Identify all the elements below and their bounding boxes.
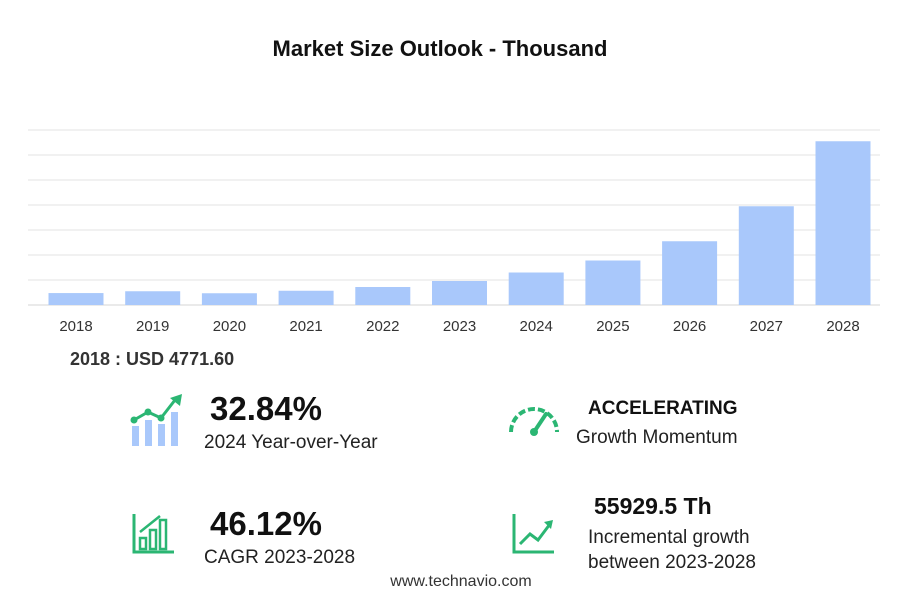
bar-2024	[508, 272, 564, 305]
momentum-caption: Growth Momentum	[576, 427, 738, 448]
cagr-value: 46.12%	[210, 505, 322, 542]
bar-2019	[125, 291, 181, 305]
x-tick-label-2018: 2018	[59, 318, 92, 335]
yoy-value: 32.84%	[210, 390, 322, 427]
incremental-value: 55929.5 Th	[594, 493, 712, 519]
x-tick-labels: 2018 2019 2020 2021 2022 2023 2024 2025 2026 2027…	[59, 318, 859, 335]
incremental-caption-line2: between 2023-2028	[588, 552, 756, 573]
yoy-caption: 2024 Year-over-Year	[204, 432, 378, 453]
bar-2025	[585, 260, 641, 305]
base-year-value: 2018 : USD 4771.60	[70, 349, 235, 369]
bar-2023	[432, 281, 487, 305]
momentum-value: ACCELERATING	[588, 398, 738, 419]
x-tick-label-2019: 2019	[136, 318, 169, 335]
bar-2027	[738, 206, 794, 305]
x-tick-label-2027: 2027	[750, 318, 783, 335]
x-tick-label-2026: 2026	[673, 318, 706, 335]
x-tick-label-2025: 2025	[596, 318, 629, 335]
bar-2028	[815, 141, 871, 305]
x-tick-label-2020: 2020	[213, 318, 246, 335]
bar-2021	[278, 290, 334, 305]
x-tick-label-2024: 2024	[520, 318, 553, 335]
bar-chart-icon	[132, 514, 174, 554]
bar-2018	[48, 293, 104, 305]
bar-2022	[355, 287, 411, 305]
x-tick-label-2021: 2021	[289, 318, 322, 335]
speedometer-icon	[509, 407, 559, 436]
chart-title: Market Size Outlook - Thousand	[272, 36, 608, 61]
bar-2020	[201, 293, 257, 305]
bar-chart: 2018 2019 2020 2021 2022 2023 2024 2025 2026 2027…	[28, 129, 880, 335]
x-tick-label-2028: 2028	[826, 318, 859, 335]
growth-chart-icon	[130, 394, 182, 446]
x-tick-label-2023: 2023	[443, 318, 476, 335]
cagr-caption: CAGR 2023-2028	[204, 547, 356, 568]
incremental-caption-line1: Incremental growth	[588, 527, 750, 548]
footer-url: www.technavio.com	[390, 573, 532, 590]
bar-2026	[662, 241, 718, 305]
bars	[48, 141, 871, 305]
x-tick-label-2022: 2022	[366, 318, 399, 335]
trend-up-icon	[512, 514, 554, 554]
